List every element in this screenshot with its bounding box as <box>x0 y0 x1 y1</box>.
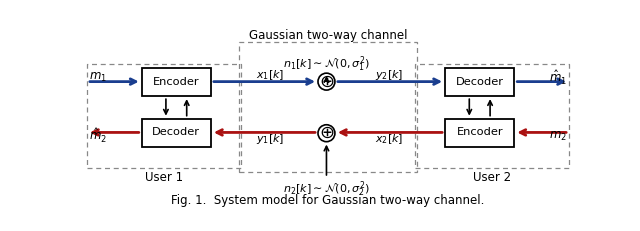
Text: $m_2$: $m_2$ <box>549 130 566 143</box>
Bar <box>445 119 515 147</box>
Text: User 1: User 1 <box>145 171 183 184</box>
Text: $\oplus$: $\oplus$ <box>319 124 334 142</box>
Text: $n_2[k] \sim \mathcal{N}(0,\sigma_2^2)$: $n_2[k] \sim \mathcal{N}(0,\sigma_2^2)$ <box>283 180 370 199</box>
Text: Encoder: Encoder <box>456 128 503 137</box>
Circle shape <box>318 125 335 142</box>
Text: $\hat{m}_1$: $\hat{m}_1$ <box>548 69 566 87</box>
Text: $m_1$: $m_1$ <box>90 71 108 84</box>
Circle shape <box>318 73 335 90</box>
Bar <box>87 64 241 168</box>
Text: $y_2[k]$: $y_2[k]$ <box>376 68 404 82</box>
Text: Fig. 1.  System model for Gaussian two-way channel.: Fig. 1. System model for Gaussian two-wa… <box>172 194 484 207</box>
Text: $n_1[k] \sim \mathcal{N}(0,\sigma_1^2)$: $n_1[k] \sim \mathcal{N}(0,\sigma_1^2)$ <box>283 55 370 74</box>
Bar <box>415 64 569 168</box>
Text: $\hat{m}_2$: $\hat{m}_2$ <box>90 127 108 145</box>
Text: $y_1[k]$: $y_1[k]$ <box>256 132 284 146</box>
Text: $x_2[k]$: $x_2[k]$ <box>376 132 404 146</box>
Text: Decoder: Decoder <box>152 128 200 137</box>
Text: Gaussian two-way channel: Gaussian two-way channel <box>249 29 407 42</box>
Text: Decoder: Decoder <box>456 77 504 87</box>
Bar <box>445 68 515 96</box>
Bar <box>141 119 211 147</box>
Text: User 2: User 2 <box>473 171 511 184</box>
Bar <box>239 42 417 173</box>
Bar <box>141 68 211 96</box>
Text: Encoder: Encoder <box>153 77 200 87</box>
Text: $\oplus$: $\oplus$ <box>319 73 334 91</box>
Text: $x_1[k]$: $x_1[k]$ <box>256 69 284 82</box>
